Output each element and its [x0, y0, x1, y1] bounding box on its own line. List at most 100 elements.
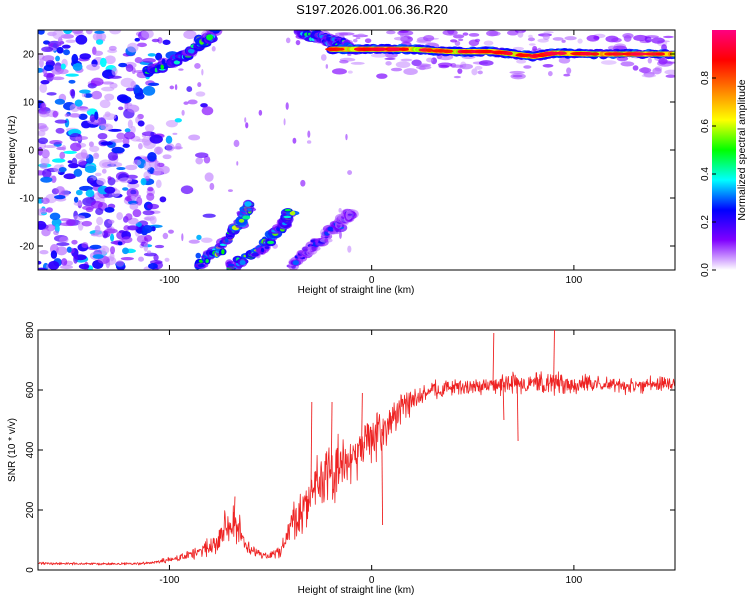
y-tick-label: 0 — [25, 567, 36, 573]
colorbar-tick-label: 0.4 — [700, 167, 711, 181]
noise-blob — [169, 85, 175, 90]
noise-blob — [127, 182, 140, 189]
noise-blob — [91, 90, 103, 100]
noise-blob — [453, 75, 462, 79]
noise-blob — [245, 122, 249, 129]
noise-blob — [118, 177, 133, 183]
noise-blob — [40, 102, 47, 112]
noise-blob — [558, 57, 571, 64]
noise-blob — [38, 30, 45, 35]
noise-blob — [130, 195, 136, 200]
noise-blob — [459, 63, 473, 70]
branch-halo — [208, 30, 222, 33]
noise-blob — [78, 113, 88, 120]
noise-blob — [115, 260, 125, 267]
noise-blob — [81, 242, 89, 249]
noise-blob — [122, 247, 129, 255]
branch-core — [292, 260, 300, 266]
noise-blob — [640, 66, 650, 74]
noise-blob — [564, 36, 577, 41]
noise-blob — [75, 34, 88, 45]
y-tick-label: 0 — [28, 146, 34, 157]
noise-blob — [78, 263, 90, 270]
colorbar-label: Normalized spectral amplitude — [736, 79, 748, 220]
noise-blob — [141, 131, 156, 137]
x-tick-label: -100 — [159, 275, 179, 286]
noise-blob — [42, 55, 55, 62]
noise-blob — [146, 192, 155, 201]
x-tick-label: 0 — [369, 575, 375, 586]
noise-blob — [65, 39, 76, 43]
noise-blob — [244, 117, 247, 123]
noise-blob — [132, 209, 142, 218]
noise-blob — [50, 250, 58, 259]
noise-blob — [142, 210, 155, 216]
noise-blob — [82, 205, 95, 211]
noise-blob — [331, 68, 347, 75]
noise-blob — [127, 119, 133, 129]
noise-blob — [70, 142, 82, 152]
noise-blob — [121, 236, 133, 244]
noise-blob — [73, 168, 83, 177]
noise-blob — [140, 177, 147, 186]
noise-blob — [94, 30, 105, 34]
noise-blob — [325, 64, 329, 69]
noise-blob — [300, 179, 306, 187]
noise-blob — [118, 106, 124, 111]
noise-blob — [72, 62, 83, 71]
noise-blob — [355, 37, 361, 40]
noise-blob — [236, 161, 239, 166]
noise-blob — [510, 73, 526, 80]
noise-blob — [143, 162, 151, 171]
noise-blob — [658, 57, 668, 65]
noise-blob — [450, 39, 458, 43]
noise-blob — [101, 81, 115, 85]
noise-blob — [398, 30, 409, 34]
noise-blob — [63, 173, 76, 180]
snr-x-axis-title: Height of straight line (km) — [298, 585, 415, 596]
main-line-core — [543, 51, 561, 56]
noise-blob — [142, 224, 153, 234]
snr-frame — [37, 329, 676, 571]
noise-blob — [516, 59, 527, 64]
noise-blob — [347, 70, 353, 74]
noise-blob — [156, 146, 162, 155]
noise-blob — [53, 230, 59, 236]
noise-blob — [81, 220, 93, 227]
noise-blob — [157, 37, 163, 44]
noise-blob — [134, 57, 143, 64]
noise-blob — [195, 252, 201, 259]
noise-blob — [65, 219, 76, 227]
noise-blob — [99, 99, 111, 109]
branch-core — [347, 213, 353, 216]
noise-blob — [51, 218, 62, 227]
noise-blob — [386, 30, 396, 35]
noise-blob — [143, 216, 155, 221]
noise-blob — [620, 61, 635, 67]
noise-blob — [345, 133, 348, 141]
noise-blob — [437, 62, 453, 67]
branch-core — [206, 34, 214, 41]
noise-blob — [127, 42, 139, 53]
noise-blob — [125, 64, 134, 72]
noise-blob — [154, 244, 165, 249]
noise-blob — [39, 250, 49, 255]
noise-blob — [40, 80, 50, 85]
noise-blob — [180, 185, 194, 195]
noise-blob — [356, 33, 366, 38]
noise-blob — [295, 39, 301, 46]
noise-blob — [283, 118, 286, 126]
snr-spike — [502, 384, 505, 421]
noise-blob — [547, 70, 553, 77]
noise-blob — [59, 151, 66, 160]
noise-blob — [385, 61, 392, 66]
noise-blob — [85, 30, 93, 35]
noise-blob — [153, 168, 161, 176]
branch-core — [267, 240, 275, 245]
noise-blob — [600, 60, 617, 65]
noise-blob — [84, 165, 97, 174]
noise-blob — [38, 110, 48, 115]
noise-blob — [108, 45, 117, 51]
main-line-core — [607, 52, 626, 56]
noise-blob — [48, 260, 60, 270]
